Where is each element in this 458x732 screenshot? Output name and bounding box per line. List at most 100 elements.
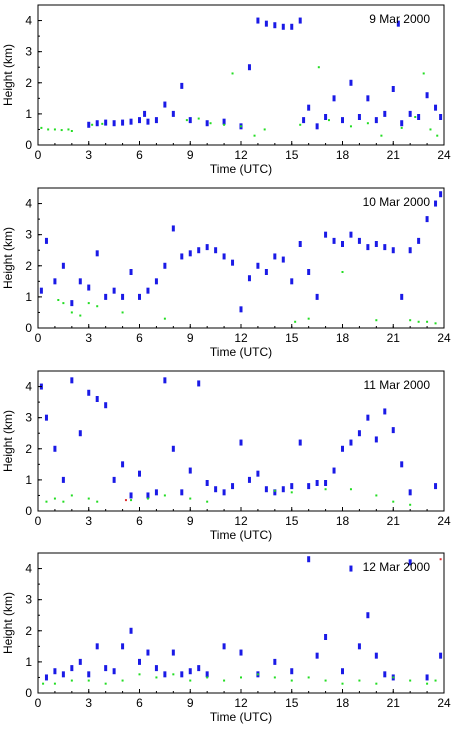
- data-point: [205, 671, 209, 678]
- data-point: [290, 668, 294, 675]
- data-point: [222, 643, 226, 650]
- data-point: [253, 134, 256, 137]
- data-point: [366, 122, 369, 125]
- x-tick-label: 3: [85, 331, 92, 345]
- data-point: [121, 643, 125, 650]
- data-point: [341, 668, 344, 675]
- data-point: [171, 649, 175, 656]
- data-point: [70, 311, 73, 314]
- series-1: [87, 17, 443, 130]
- data-point: [341, 241, 344, 247]
- data-point: [171, 445, 175, 452]
- x-tick-label: 18: [336, 696, 350, 710]
- data-point: [327, 119, 330, 122]
- x-tick-label: 9: [187, 696, 194, 710]
- data-point: [408, 489, 412, 496]
- data-point: [324, 679, 327, 682]
- y-tick-label: 1: [25, 290, 32, 304]
- data-point: [87, 121, 91, 128]
- data-point: [414, 116, 417, 118]
- x-tick-label: 21: [387, 696, 401, 710]
- data-point: [222, 118, 226, 125]
- x-tick-label: 18: [336, 514, 350, 528]
- data-point: [307, 317, 310, 320]
- data-point: [383, 244, 387, 251]
- data-point: [349, 565, 353, 572]
- data-point: [273, 22, 277, 29]
- data-point: [222, 489, 226, 496]
- data-point: [138, 293, 141, 300]
- data-point: [439, 191, 443, 198]
- data-point: [434, 200, 438, 207]
- data-point: [163, 262, 167, 269]
- data-point: [172, 673, 175, 676]
- data-point: [341, 682, 344, 685]
- data-point: [121, 311, 124, 314]
- x-axis-label: Time (UTC): [210, 345, 272, 359]
- data-point: [436, 134, 439, 137]
- data-point: [163, 317, 166, 320]
- data-point: [302, 117, 306, 124]
- y-tick-label: 4: [25, 562, 32, 576]
- data-point: [70, 130, 73, 132]
- data-point: [374, 241, 378, 247]
- data-point: [409, 503, 412, 506]
- data-point: [146, 497, 149, 500]
- data-point: [324, 480, 328, 486]
- data-point: [87, 389, 91, 396]
- data-point: [121, 461, 125, 468]
- data-point: [298, 439, 302, 446]
- y-tick-label: 2: [25, 76, 32, 90]
- data-point: [154, 665, 158, 672]
- data-point: [341, 117, 344, 124]
- x-tick-label: 9: [187, 148, 194, 162]
- data-point: [294, 320, 297, 323]
- data-point: [324, 114, 328, 120]
- data-point: [324, 488, 327, 491]
- y-tick-label: 1: [25, 473, 32, 487]
- x-tick-label: 18: [336, 148, 350, 162]
- x-tick-label: 9: [187, 514, 194, 528]
- data-point: [434, 104, 438, 111]
- x-tick-label: 12: [234, 514, 248, 528]
- data-point: [357, 643, 361, 650]
- data-point: [273, 658, 277, 665]
- data-point: [299, 123, 302, 126]
- data-point: [256, 262, 260, 269]
- data-point: [61, 671, 65, 678]
- data-point: [104, 119, 108, 126]
- data-point: [78, 658, 82, 665]
- data-point: [40, 126, 43, 129]
- x-tick-label: 3: [85, 696, 92, 710]
- data-point: [273, 253, 277, 260]
- series-2: [40, 66, 439, 137]
- x-tick-label: 15: [285, 696, 299, 710]
- data-point: [341, 445, 344, 452]
- data-point: [138, 658, 141, 665]
- chart-title: 9 Mar 2000: [369, 12, 430, 26]
- data-point: [247, 275, 251, 282]
- series-1: [44, 556, 443, 681]
- data-point: [298, 17, 302, 24]
- data-point: [53, 497, 56, 500]
- data-point: [273, 489, 277, 496]
- data-point: [87, 497, 90, 500]
- data-point: [231, 72, 234, 75]
- data-point: [263, 128, 266, 131]
- data-point: [95, 643, 99, 650]
- data-point: [315, 480, 319, 486]
- x-tick-label: 15: [285, 148, 299, 162]
- data-point: [349, 231, 353, 238]
- series-1: [39, 377, 438, 499]
- data-point: [67, 128, 70, 131]
- data-point: [307, 676, 310, 679]
- y-tick-label: 4: [25, 197, 32, 211]
- x-tick-label: 6: [136, 514, 143, 528]
- data-point: [197, 117, 200, 120]
- x-tick-label: 15: [285, 514, 299, 528]
- data-point: [205, 120, 209, 127]
- data-point: [60, 129, 63, 132]
